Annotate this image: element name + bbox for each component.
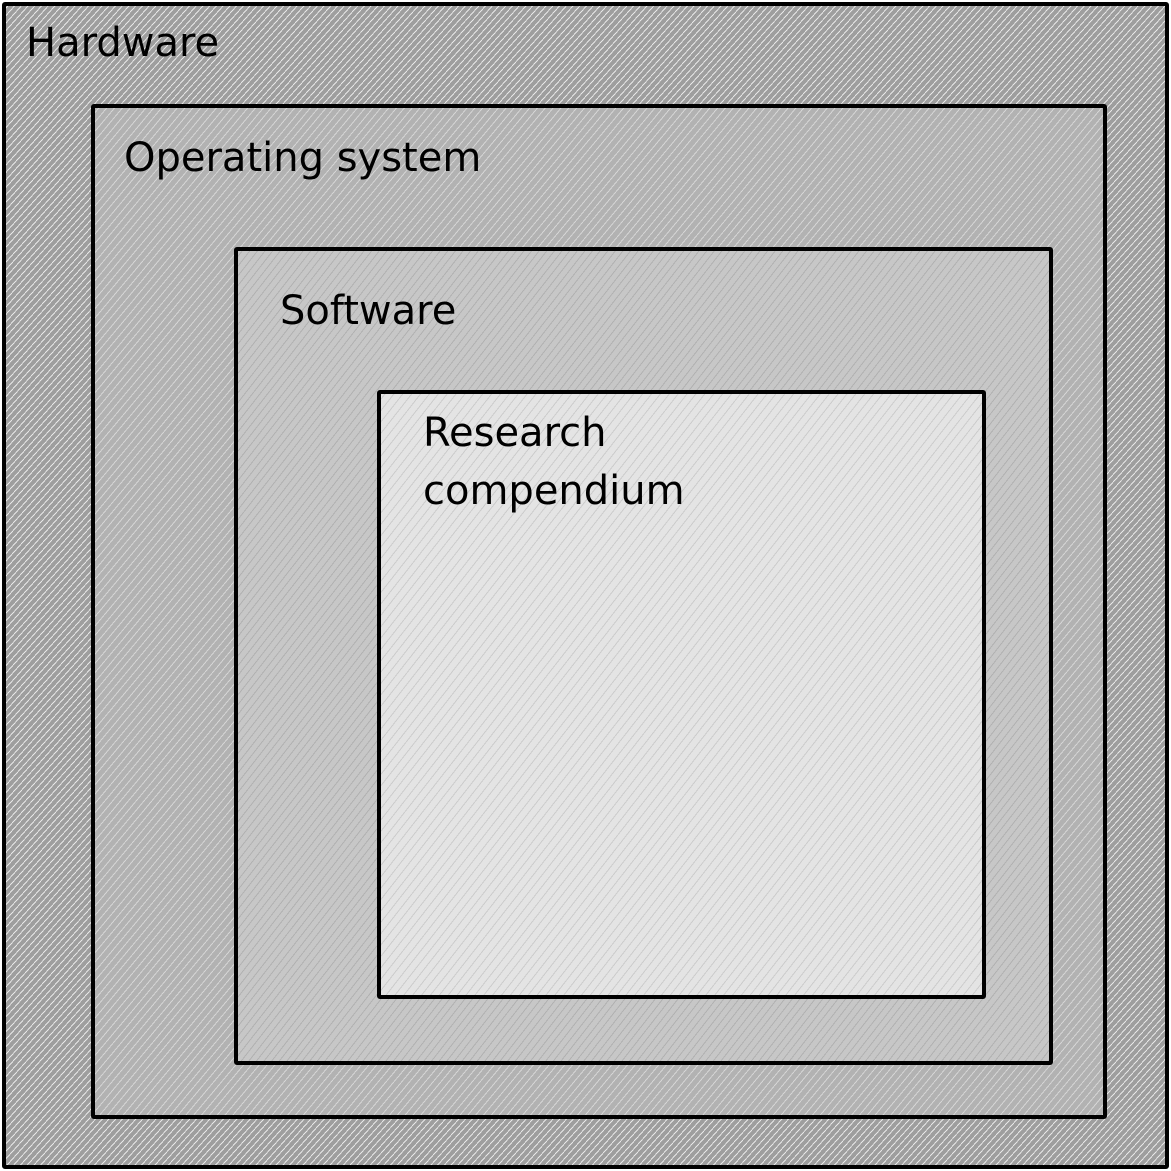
research-compendium-layer [377, 390, 986, 999]
research-compendium-label: Research compendium [423, 404, 743, 520]
research-compendium-label-line2: compendium [423, 468, 685, 514]
software-label: Software [280, 288, 457, 334]
operating-system-label: Operating system [124, 135, 482, 181]
hardware-label: Hardware [26, 20, 220, 66]
research-compendium-label-line1: Research [423, 410, 607, 456]
